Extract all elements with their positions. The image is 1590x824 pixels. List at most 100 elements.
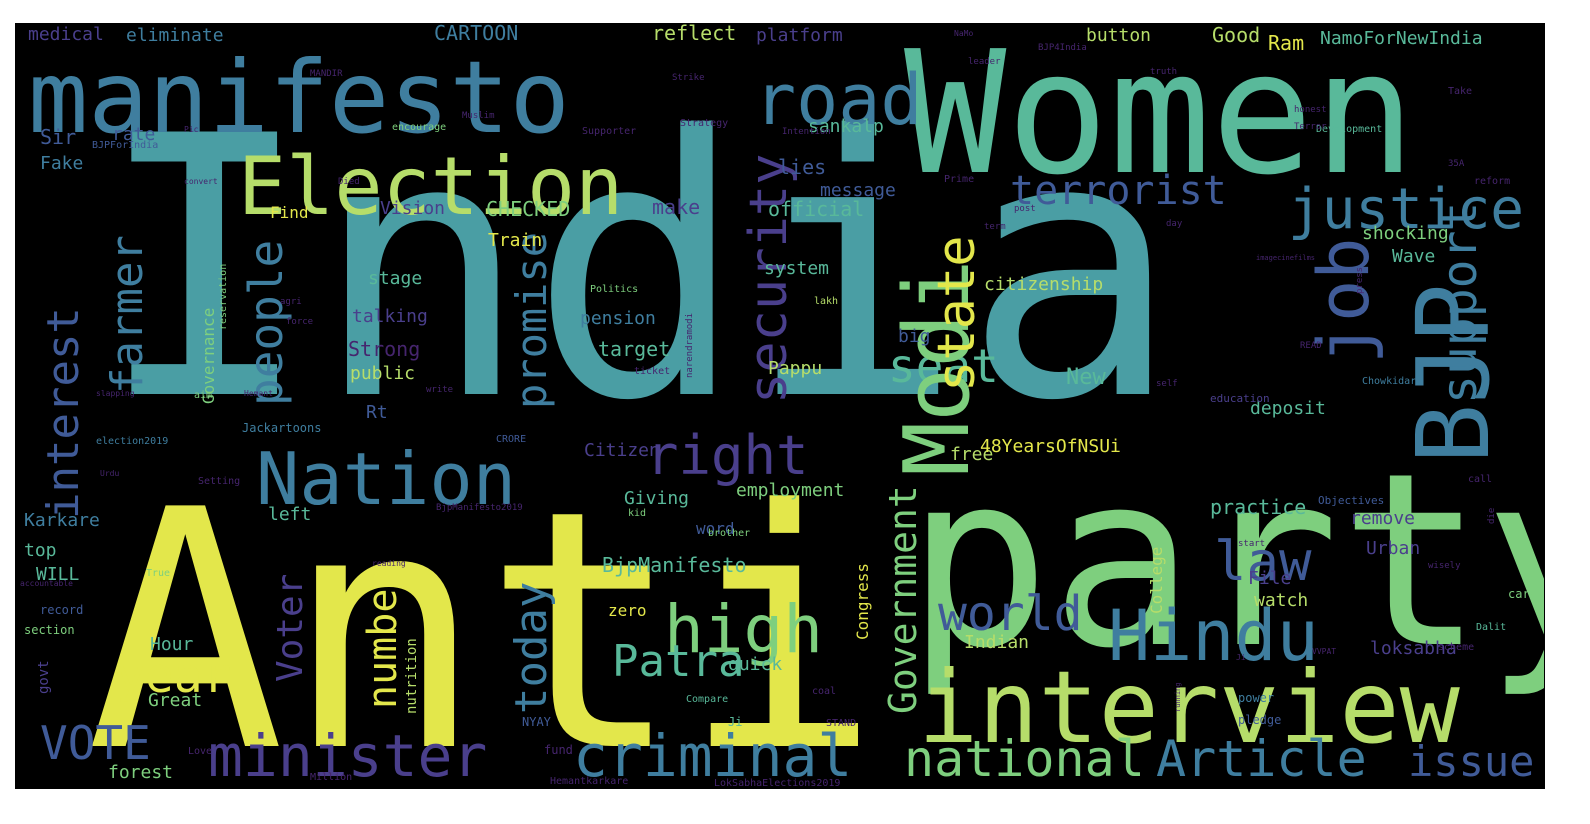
cloud-word: Ji <box>1236 653 1246 662</box>
cloud-word: running <box>1174 682 1182 712</box>
cloud-word: farmer <box>102 235 153 394</box>
cloud-word: Voter <box>270 574 311 682</box>
cloud-word: reflect <box>652 24 736 45</box>
cloud-word: imagecinefilms <box>1256 254 1315 262</box>
cloud-word: College <box>1147 547 1166 614</box>
cloud-word: BjpManifesto <box>602 553 747 577</box>
cloud-word: MANDIR <box>310 69 343 79</box>
cloud-word: world <box>938 586 1083 642</box>
cloud-word: shocking <box>1362 223 1449 244</box>
cloud-word: Love <box>188 746 212 757</box>
word-cloud: IndiaAntiparty Women manifesto interview Ele… <box>16 24 1544 788</box>
word-cloud-panel: IndiaAntiparty Women manifesto interview Ele… <box>15 23 1545 789</box>
cloud-word: Strike <box>672 73 705 83</box>
cloud-word: Hindu <box>1108 595 1319 677</box>
cloud-word: WILL <box>36 564 80 585</box>
cloud-word: left <box>268 504 311 525</box>
cloud-word: card <box>1508 587 1537 601</box>
cloud-word: big <box>898 326 931 347</box>
cloud-word: True <box>146 568 170 579</box>
cloud-word: Governance <box>199 308 218 404</box>
cloud-word: Jackartoons <box>242 421 321 435</box>
cloud-word: system <box>764 258 829 279</box>
cloud-word: Objectives <box>1318 494 1384 507</box>
cloud-word: Hour <box>150 634 194 655</box>
cloud-word: write <box>426 385 453 395</box>
cloud-word: Fake <box>40 153 83 174</box>
cloud-word: Urdu <box>100 469 119 478</box>
cloud-word: BJP <box>1395 283 1512 464</box>
cloud-word: Great <box>148 690 202 711</box>
cloud-word: lakh <box>814 296 838 307</box>
cloud-word: NamoForNewIndia <box>1320 28 1483 49</box>
cloud-word: state <box>927 235 987 392</box>
cloud-word: Nation <box>256 437 516 521</box>
cloud-word: New <box>1066 365 1106 390</box>
cloud-word: election2019 <box>96 436 168 447</box>
cloud-word: reservation <box>218 264 229 330</box>
cloud-word: day <box>1166 219 1183 229</box>
cloud-word: Government <box>881 485 925 714</box>
cloud-word: watch <box>1254 590 1308 611</box>
cloud-word: brother <box>708 528 750 539</box>
cloud-word: national <box>904 730 1145 788</box>
cloud-word: BJP4India <box>1038 43 1087 53</box>
cloud-word: pledge <box>1238 713 1281 727</box>
cloud-word: Setting <box>198 476 240 487</box>
cloud-word: Article <box>1156 730 1367 788</box>
cloud-word: Terror <box>1294 122 1327 132</box>
cloud-word: Chowkidar <box>1362 376 1416 387</box>
cloud-word: ticket <box>634 366 670 377</box>
cloud-word: reform <box>1474 176 1510 187</box>
cloud-word: target <box>598 337 670 361</box>
cloud-word: Development <box>1316 124 1382 135</box>
cloud-word: public <box>350 363 415 384</box>
cloud-word: die <box>1487 508 1497 524</box>
cloud-word: security <box>739 154 799 404</box>
cloud-word: number <box>360 565 406 710</box>
cloud-background <box>16 24 1544 788</box>
cloud-word: criminal <box>573 722 852 788</box>
cloud-word: Hemantkarkare <box>550 776 628 787</box>
cloud-word: terrorist <box>1010 168 1227 214</box>
cloud-word: Ji <box>728 715 742 729</box>
cloud-word: button <box>1086 25 1151 46</box>
cloud-word: LokSabhaElections2019 <box>714 778 840 788</box>
cloud-word: leader <box>968 57 1001 67</box>
cloud-word: Died <box>338 177 360 187</box>
cloud-word: NYAY <box>522 715 552 729</box>
cloud-word: agri <box>280 297 302 307</box>
cloud-word: 35A <box>1448 159 1465 169</box>
cloud-word: stage <box>368 268 422 289</box>
cloud-word: law <box>1214 530 1312 593</box>
cloud-word: Supporter <box>582 126 636 137</box>
cloud-word: word <box>696 519 735 538</box>
cloud-word: force <box>286 317 313 327</box>
cloud-word: Rt <box>366 402 388 423</box>
cloud-word: READ <box>1300 341 1322 351</box>
cloud-word: right <box>646 424 809 487</box>
cloud-word: justice <box>1288 177 1524 242</box>
cloud-word: high <box>664 591 823 668</box>
cloud-word: self <box>1156 379 1178 389</box>
cloud-word: reading <box>372 559 406 568</box>
cloud-word: Good <box>1212 24 1260 47</box>
cloud-word: press <box>1355 267 1365 294</box>
cloud-word: post <box>1014 204 1036 214</box>
cloud-word: Urban <box>1366 538 1420 559</box>
cloud-word: section <box>24 623 75 637</box>
cloud-word: forest <box>108 762 173 783</box>
cloud-word: Ram <box>1268 31 1304 55</box>
cloud-word: Politics <box>590 284 638 295</box>
cloud-word: eliminate <box>126 25 224 46</box>
cloud-word: citizenship <box>984 274 1103 295</box>
cloud-word: CHECKED <box>486 197 570 221</box>
cloud-word: support <box>1432 202 1488 404</box>
cloud-word: slapping <box>96 389 135 398</box>
cloud-word: party <box>906 421 1544 701</box>
cloud-word: Sir <box>40 125 76 149</box>
cloud-word: message <box>820 180 896 201</box>
cloud-word: accountable <box>20 579 73 588</box>
cloud-word: remove <box>1350 508 1415 529</box>
cloud-word: power <box>1238 691 1274 705</box>
